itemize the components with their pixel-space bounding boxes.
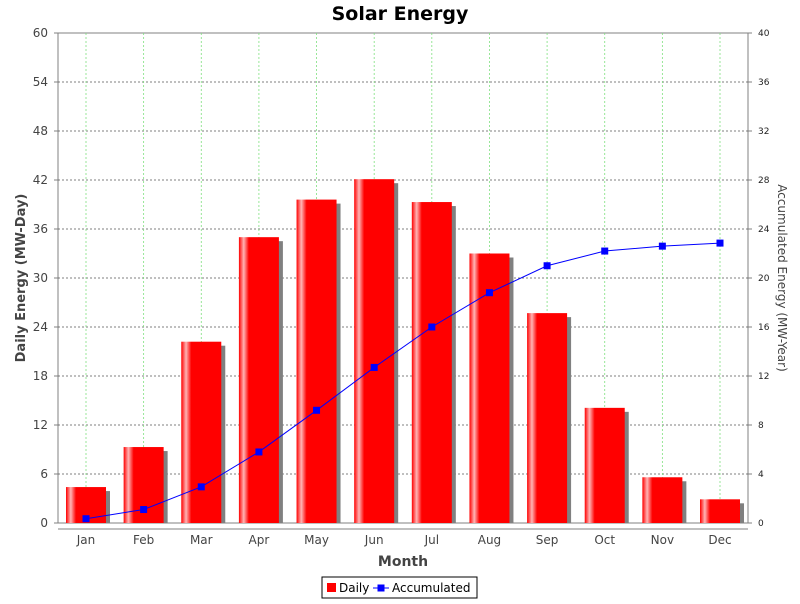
x-tick-label: Oct xyxy=(594,533,615,547)
y-tick-label: 18 xyxy=(33,369,48,383)
bar-daily xyxy=(296,199,337,523)
accumulated-point xyxy=(370,363,378,371)
legend-accumulated-marker xyxy=(377,584,385,592)
bar-daily xyxy=(469,253,510,523)
accumulated-point xyxy=(716,239,724,247)
bars-layer xyxy=(66,179,744,524)
bar-daily xyxy=(238,237,279,523)
x-tick-label: Sep xyxy=(536,533,559,547)
y2-axis-label: Accumulated Energy (MW-Year) xyxy=(775,184,789,372)
y2-tick-label: 16 xyxy=(758,323,770,333)
accumulated-line xyxy=(85,242,721,520)
x-tick-label: Feb xyxy=(133,533,154,547)
bar-daily xyxy=(700,499,740,523)
legend-frame xyxy=(321,576,478,599)
accumulated-point xyxy=(197,483,205,491)
accumulated-point xyxy=(255,448,263,456)
y2-tick-label: 32 xyxy=(758,127,769,137)
bar-daily xyxy=(411,202,452,524)
bar-daily xyxy=(354,179,395,523)
y-tick-label: 48 xyxy=(33,124,48,138)
legend: Daily Accumulated xyxy=(321,576,478,599)
y2-tick-label: 12 xyxy=(758,372,769,382)
bar-daily xyxy=(642,477,683,523)
bar-daily xyxy=(527,313,568,523)
x-tick-label: Aug xyxy=(478,533,501,547)
y-tick-label: 0 xyxy=(40,516,48,530)
legend-daily-label: Daily xyxy=(339,581,369,595)
accumulated-point xyxy=(140,506,148,514)
x-tick-label: Nov xyxy=(651,533,674,547)
y2-tick-label: 40 xyxy=(758,29,770,39)
y-tick-label: 60 xyxy=(33,26,48,40)
y2-tick-label: 36 xyxy=(758,78,770,88)
accumulated-point xyxy=(543,262,551,270)
y2-tick-label: 4 xyxy=(758,470,764,480)
x-tick-label: May xyxy=(304,533,329,547)
y-tick-label: 54 xyxy=(33,75,48,89)
accumulated-point xyxy=(485,289,493,297)
accumulated-point xyxy=(313,406,321,414)
y-tick-label: 24 xyxy=(33,320,48,334)
y2-tick-label: 20 xyxy=(758,274,770,284)
accumulated-point xyxy=(601,247,609,255)
line-layer xyxy=(82,239,724,523)
x-tick-label: Apr xyxy=(249,533,270,547)
y-tick-label: 42 xyxy=(33,173,48,187)
y-tick-label: 6 xyxy=(40,467,48,481)
y-axis-label: Daily Energy (MW-Day) xyxy=(14,194,29,363)
accumulated-point xyxy=(82,515,90,523)
legend-daily-swatch xyxy=(327,583,336,592)
y-tick-label: 36 xyxy=(33,222,48,236)
y-tick-label: 12 xyxy=(33,418,48,432)
x-tick-label: Dec xyxy=(708,533,731,547)
y2-tick-label: 8 xyxy=(758,421,764,431)
x-axis-label: Month xyxy=(378,554,428,570)
y2-tick-label: 0 xyxy=(758,519,764,529)
accumulated-point xyxy=(658,242,666,250)
axes-layer: Jan Feb Mar Apr May Jun Jul Aug Sep Oct Nov Dec 0 6 12… xyxy=(33,26,770,547)
x-tick-label: Mar xyxy=(190,533,213,547)
chart-title: Solar Energy xyxy=(332,3,469,25)
y2-tick-label: 28 xyxy=(758,176,770,186)
legend-accumulated-label: Accumulated xyxy=(392,581,471,595)
bar-daily xyxy=(181,341,222,523)
x-tick-label: Jul xyxy=(424,533,439,547)
y2-tick-label: 24 xyxy=(758,225,770,235)
x-tick-label: Jun xyxy=(364,533,384,547)
x-tick-label: Jan xyxy=(76,533,96,547)
bar-daily xyxy=(584,407,625,523)
y-tick-label: 30 xyxy=(33,271,48,285)
accumulated-point xyxy=(428,323,436,331)
